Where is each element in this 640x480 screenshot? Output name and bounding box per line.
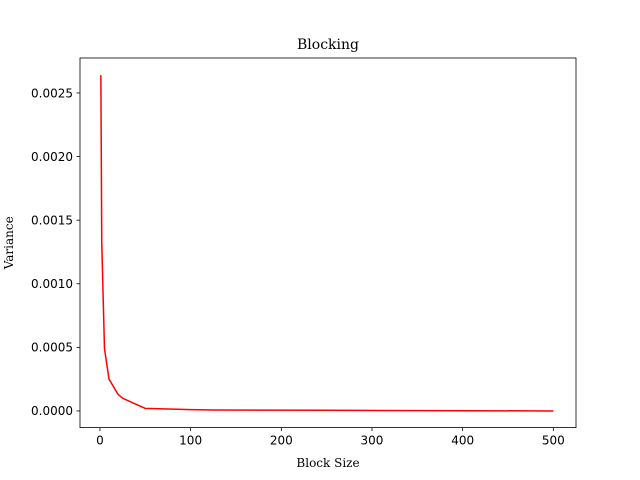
y-tick-label: 0.0005 <box>31 341 73 355</box>
x-tick-label: 100 <box>179 434 202 448</box>
x-axis-label: Block Size <box>296 456 359 470</box>
x-tick-label: 200 <box>270 434 293 448</box>
x-tick-label: 500 <box>542 434 565 448</box>
series-layer <box>100 75 554 412</box>
y-axis-ticks: 0.0000 0.0005 0.0010 0.0015 0.0020 0.0025 <box>31 86 80 418</box>
chart-title: Blocking <box>297 37 359 53</box>
x-axis-ticks: 0 100 200 300 400 500 <box>96 427 565 448</box>
y-axis-label: Variance <box>2 216 16 270</box>
x-tick-label: 400 <box>451 434 474 448</box>
y-tick-label: 0.0025 <box>31 86 73 100</box>
y-tick-label: 0.0010 <box>31 277 73 291</box>
x-tick-label: 300 <box>361 434 384 448</box>
y-tick-label: 0.0020 <box>31 150 73 164</box>
y-tick-label: 0.0015 <box>31 213 73 227</box>
x-tick-label: 0 <box>96 434 104 448</box>
plot-area <box>79 57 577 429</box>
y-tick-label: 0.0000 <box>31 404 73 418</box>
series-line <box>100 75 554 412</box>
